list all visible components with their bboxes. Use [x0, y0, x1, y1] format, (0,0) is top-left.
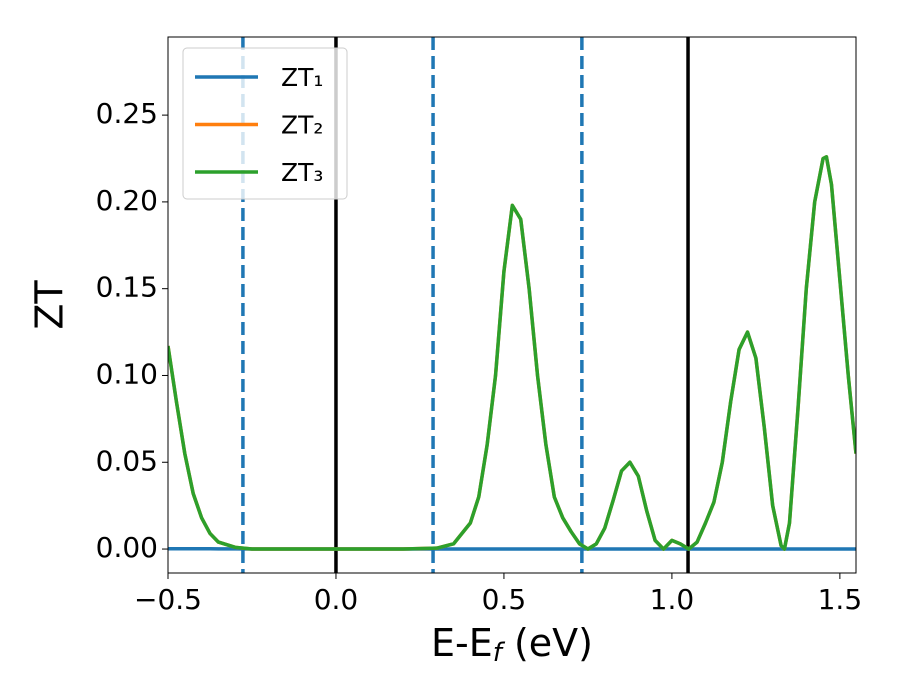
y-tick-label: 0.15	[96, 271, 158, 304]
y-tick-label: 0.00	[96, 531, 158, 564]
y-axis-label: ZT	[28, 280, 72, 330]
x-tick-label: 0.0	[314, 583, 359, 616]
x-label-unit: (eV)	[502, 621, 593, 665]
legend-label: ZT₃	[281, 158, 323, 187]
y-tick-label: 0.25	[96, 97, 158, 130]
y-tick-label: 0.05	[96, 444, 158, 477]
legend-box	[182, 47, 348, 200]
legend-label: ZT₂	[281, 111, 323, 140]
x-tick-label: 1.0	[650, 583, 695, 616]
axes-frame	[167, 36, 857, 574]
x-label-main: E-E	[431, 621, 493, 665]
x-tick-label: −0.5	[134, 583, 202, 616]
series-line	[168, 155, 856, 551]
y-tick-label: 0.20	[96, 184, 158, 217]
x-tick-label: 0.5	[482, 583, 527, 616]
legend-label: ZT₁	[281, 63, 323, 92]
x-tick-label: 1.5	[818, 583, 863, 616]
x-axis-label: E-Ef (eV)	[431, 621, 593, 668]
y-tick-label: 0.10	[96, 357, 158, 390]
